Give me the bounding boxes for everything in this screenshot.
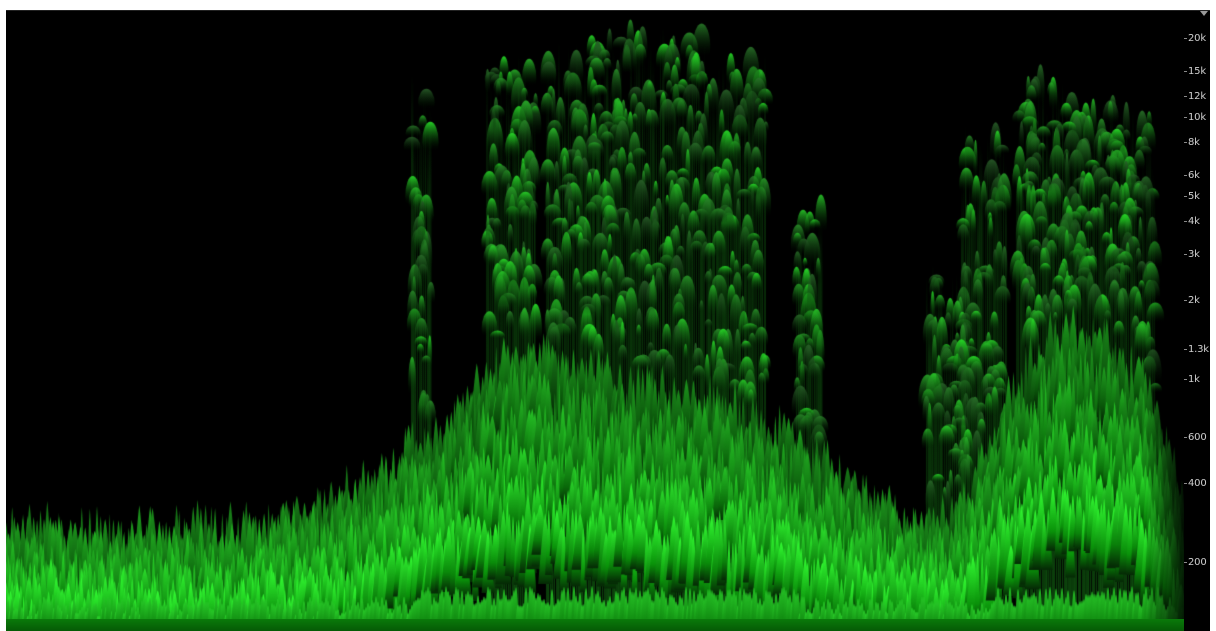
tick-mark xyxy=(1184,175,1187,177)
frequency-label: 15k xyxy=(1188,66,1206,78)
tick-mark xyxy=(1184,299,1187,301)
frequency-tick: 20k xyxy=(1184,33,1206,45)
frequency-label: 3k xyxy=(1188,248,1200,260)
frequency-tick: 200 xyxy=(1184,556,1207,568)
frequency-tick: 6k xyxy=(1184,170,1200,182)
frequency-label: 12k xyxy=(1188,91,1206,103)
spectrogram-display[interactable]: 20k 15k 12k 10k 8k 6k 5k 4k 3k 2k 1.3k 1k 600 400 200 xyxy=(6,10,1210,631)
tick-mark xyxy=(1184,221,1187,223)
tick-mark xyxy=(1184,142,1187,144)
frequency-tick: 3k xyxy=(1184,248,1200,260)
tick-mark xyxy=(1184,378,1187,380)
frequency-tick: 2k xyxy=(1184,294,1200,306)
tick-mark xyxy=(1184,561,1187,563)
frequency-label: 8k xyxy=(1188,137,1200,149)
frequency-tick: 400 xyxy=(1184,477,1207,489)
frequency-label: 10k xyxy=(1188,112,1206,124)
tick-mark xyxy=(1184,96,1187,98)
tick-mark xyxy=(1184,117,1187,119)
frequency-tick: 10k xyxy=(1184,112,1206,124)
tick-mark xyxy=(1184,482,1187,484)
frequency-tick: 8k xyxy=(1184,137,1200,149)
tick-mark xyxy=(1184,253,1187,255)
frequency-label: 200 xyxy=(1188,556,1207,568)
spectrogram-canvas[interactable] xyxy=(6,11,1184,631)
frequency-tick: 1k xyxy=(1184,373,1200,385)
frequency-label: 4k xyxy=(1188,216,1200,228)
dropdown-arrow-icon[interactable] xyxy=(1200,11,1208,16)
baseline-floor xyxy=(6,619,1184,631)
frequency-label: 2k xyxy=(1188,294,1200,306)
frequency-label: 400 xyxy=(1188,477,1207,489)
frequency-tick: 12k xyxy=(1184,91,1206,103)
frequency-tick: 600 xyxy=(1184,431,1207,443)
tick-mark xyxy=(1184,436,1187,438)
frequency-tick: 5k xyxy=(1184,190,1200,202)
tick-mark xyxy=(1184,195,1187,197)
tick-mark xyxy=(1184,71,1187,73)
frequency-tick: 1.3k xyxy=(1184,343,1209,355)
tick-mark xyxy=(1184,348,1187,350)
frequency-label: 1.3k xyxy=(1188,343,1209,355)
frequency-label: 5k xyxy=(1188,190,1200,202)
frequency-tick: 15k xyxy=(1184,66,1206,78)
tick-mark xyxy=(1184,38,1187,40)
frequency-label: 600 xyxy=(1188,431,1207,443)
frequency-tick: 4k xyxy=(1184,216,1200,228)
frequency-label: 1k xyxy=(1188,373,1200,385)
frequency-label: 20k xyxy=(1188,33,1206,45)
frequency-scale: 20k 15k 12k 10k 8k 6k 5k 4k 3k 2k 1.3k 1k 600 400 200 xyxy=(1184,11,1210,631)
frequency-label: 6k xyxy=(1188,170,1200,182)
